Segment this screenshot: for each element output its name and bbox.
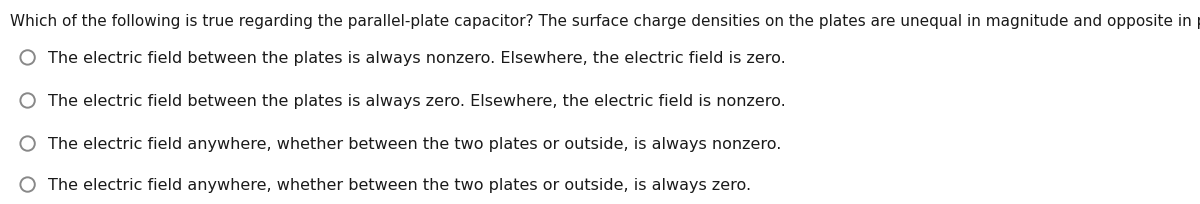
Text: Which of the following is true regarding the parallel-plate capacitor? The surfa: Which of the following is true regarding… <box>10 14 1200 29</box>
Text: The electric field between the plates is always nonzero. Elsewhere, the electric: The electric field between the plates is… <box>48 51 786 66</box>
Text: The electric field between the plates is always zero. Elsewhere, the electric fi: The electric field between the plates is… <box>48 93 786 109</box>
Text: The electric field anywhere, whether between the two plates or outside, is alway: The electric field anywhere, whether bet… <box>48 177 751 192</box>
Text: The electric field anywhere, whether between the two plates or outside, is alway: The electric field anywhere, whether bet… <box>48 136 781 151</box>
